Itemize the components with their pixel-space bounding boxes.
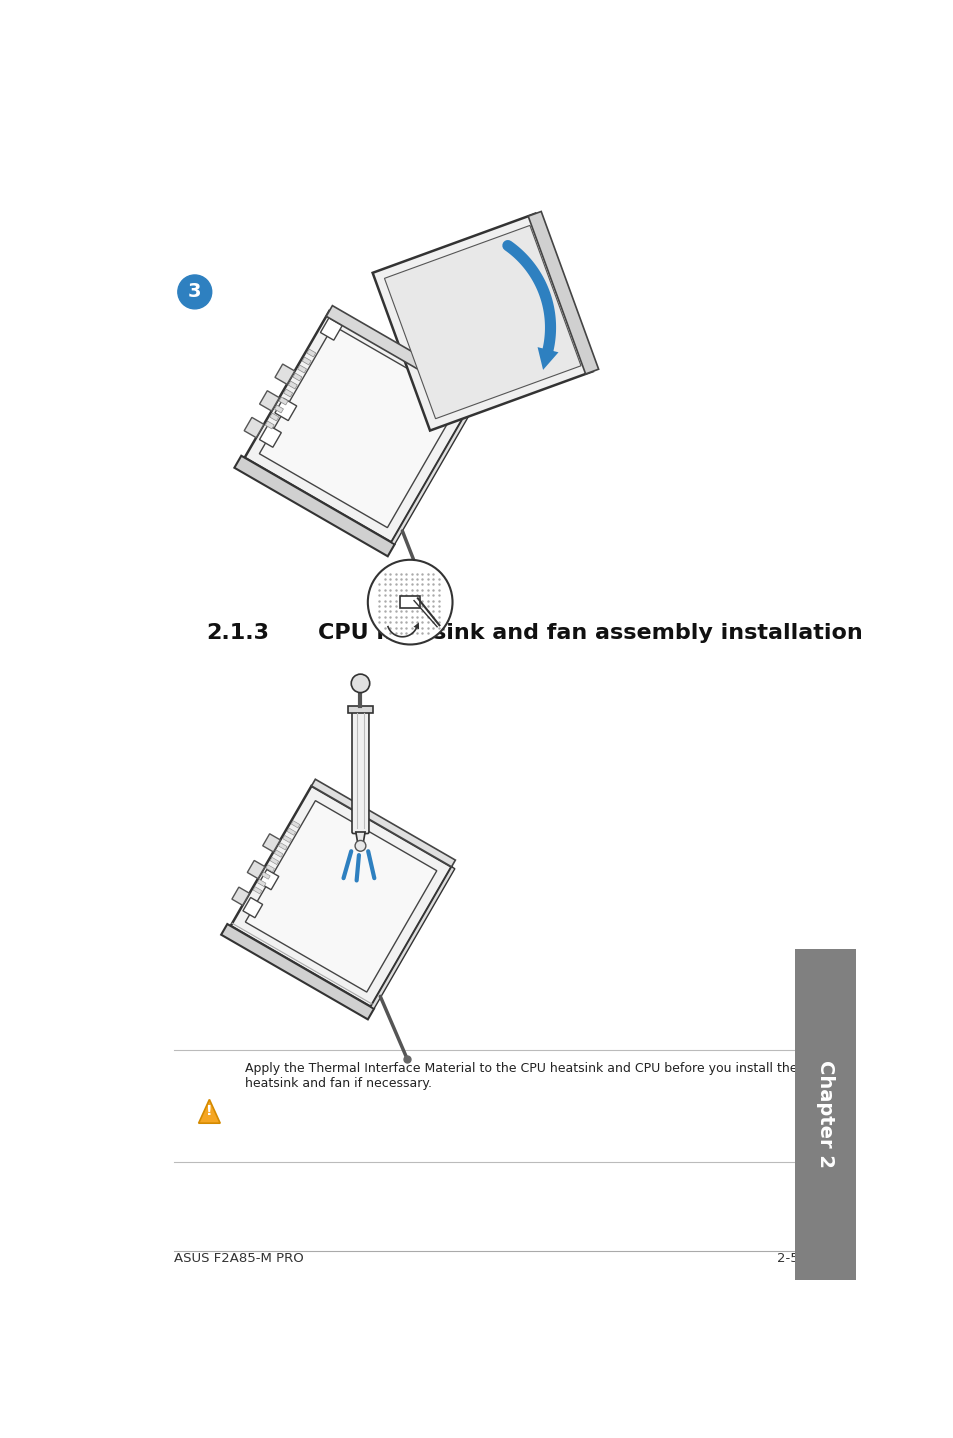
Polygon shape [270,413,278,421]
Circle shape [355,840,366,851]
Polygon shape [537,347,558,370]
Polygon shape [261,871,270,879]
Polygon shape [279,397,288,406]
Polygon shape [391,395,478,545]
Polygon shape [265,421,274,429]
Polygon shape [243,897,262,917]
Polygon shape [247,860,265,879]
Polygon shape [274,406,283,413]
Polygon shape [384,226,580,418]
Polygon shape [253,887,261,894]
Circle shape [177,275,212,309]
Polygon shape [259,391,279,411]
Polygon shape [270,857,278,864]
Polygon shape [259,870,278,890]
Polygon shape [231,787,451,1007]
FancyBboxPatch shape [399,595,419,608]
Polygon shape [302,357,311,365]
Polygon shape [287,828,295,835]
Circle shape [368,559,452,644]
Polygon shape [245,801,436,992]
Polygon shape [278,843,287,850]
Polygon shape [274,850,283,857]
Polygon shape [297,365,306,372]
Circle shape [351,674,370,693]
Polygon shape [221,925,374,1020]
Polygon shape [293,372,301,381]
Polygon shape [355,833,365,846]
Polygon shape [282,835,291,843]
Polygon shape [234,456,395,557]
Polygon shape [288,381,297,388]
Polygon shape [274,364,294,384]
FancyBboxPatch shape [795,949,856,1280]
Polygon shape [259,424,281,447]
Polygon shape [257,880,266,887]
Text: Chapter 2: Chapter 2 [816,1060,835,1168]
Polygon shape [320,318,342,341]
FancyBboxPatch shape [352,707,369,834]
Text: heatsink and fan if necessary.: heatsink and fan if necessary. [245,1077,432,1090]
Polygon shape [326,306,478,401]
Text: CPU heatsink and fan assembly installation: CPU heatsink and fan assembly installati… [317,623,862,643]
Polygon shape [244,417,264,437]
Polygon shape [373,214,592,430]
Polygon shape [371,867,455,1008]
Polygon shape [307,349,315,357]
Polygon shape [291,821,299,828]
Polygon shape [312,779,455,867]
Text: ASUS F2A85-M PRO: ASUS F2A85-M PRO [173,1251,303,1265]
Polygon shape [262,834,280,851]
Polygon shape [274,398,296,420]
Polygon shape [244,311,476,542]
Polygon shape [232,887,250,906]
Text: 2-5: 2-5 [777,1251,799,1265]
Polygon shape [528,211,598,374]
Polygon shape [266,864,274,871]
Polygon shape [259,325,461,528]
Polygon shape [413,623,418,630]
Polygon shape [283,390,293,397]
Text: 3: 3 [188,282,201,302]
Polygon shape [198,1100,220,1123]
Text: Apply the Thermal Interface Material to the CPU heatsink and CPU before you inst: Apply the Thermal Interface Material to … [245,1061,797,1074]
FancyBboxPatch shape [348,706,373,713]
Text: !: ! [206,1104,213,1119]
Text: 2.1.3: 2.1.3 [206,623,269,643]
